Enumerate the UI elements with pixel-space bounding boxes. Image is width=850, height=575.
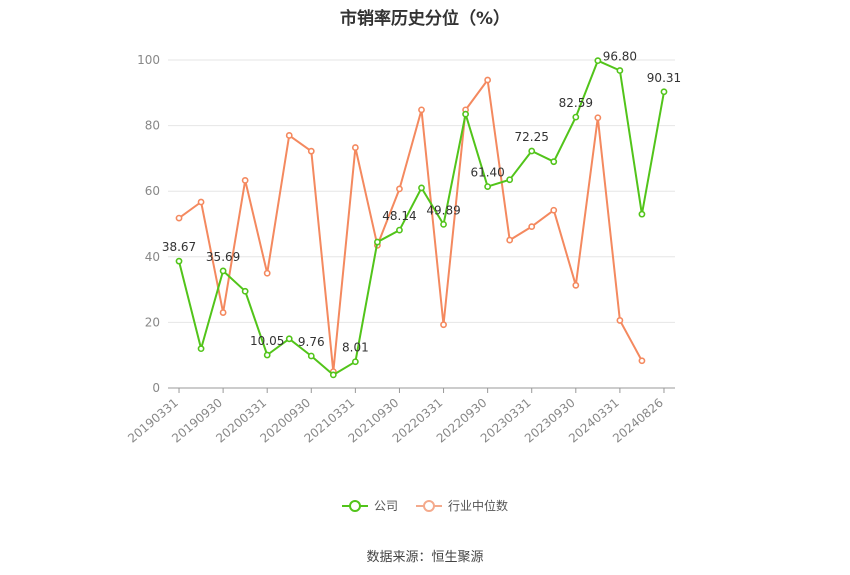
data-label: 90.31 (647, 71, 681, 85)
data-label: 10.05 (250, 334, 284, 348)
data-label: 35.69 (206, 250, 240, 264)
data-point-industry (616, 317, 624, 324)
data-point-industry (219, 309, 227, 316)
data-label-layer: 38.67 35.69 10.05 9.76 8.01 48.14 49.89 61.40 72… (162, 49, 681, 354)
data-point-company (506, 176, 514, 184)
legend-label-industry: 行业中位数 (448, 499, 509, 513)
data-point-industry (285, 132, 293, 139)
data-point-industry (418, 106, 425, 114)
data-label: 96.80 (603, 49, 637, 63)
data-label: 38.67 (162, 240, 196, 254)
series-line-industry (178, 79, 643, 373)
data-point-industry (638, 357, 646, 365)
chart-title: 市销率历史分位（%） (339, 9, 511, 29)
data-label: 8.01 (342, 341, 369, 355)
data-label: 82.59 (559, 96, 593, 110)
data-point-company (660, 88, 668, 96)
data-point-company (638, 210, 646, 218)
data-point-industry (351, 144, 359, 151)
legend-swatch-company (341, 499, 368, 513)
data-point-industry (175, 214, 183, 222)
data-point-company (307, 352, 315, 360)
data-point-company (594, 57, 602, 65)
y-tick-label: 0 (152, 381, 160, 395)
y-tick-label: 40 (145, 250, 160, 264)
legend-item-company[interactable]: 公司 (341, 497, 398, 514)
legend-label-company: 公司 (373, 499, 398, 513)
data-point-company (616, 67, 624, 74)
data-label: 48.14 (382, 209, 416, 223)
y-tick-label: 60 (145, 184, 160, 198)
data-point-industry (484, 76, 492, 84)
y-tick-label: 80 (145, 119, 160, 133)
data-point-company (550, 158, 558, 166)
data-label: 72.25 (515, 130, 549, 144)
y-tick-label: 100 (137, 53, 160, 67)
data-label: 49.89 (426, 203, 460, 217)
data-point-industry (550, 206, 558, 214)
data-point-company (219, 267, 227, 275)
data-point-industry (594, 114, 602, 122)
data-point-industry (440, 321, 447, 329)
data-point-industry (572, 281, 580, 289)
data-point-industry (197, 198, 205, 206)
data-point-company (263, 351, 271, 359)
data-point-industry (528, 223, 536, 231)
data-point-industry (241, 176, 249, 184)
data-point-industry (307, 147, 315, 155)
data-label: 61.40 (470, 166, 504, 180)
data-point-industry (263, 269, 271, 277)
data-point-industry (506, 236, 514, 244)
data-point-company (484, 183, 492, 191)
data-point-company (329, 371, 337, 379)
legend: 公司 行业中位数 (0, 497, 850, 514)
data-point-company (175, 257, 183, 265)
data-point-company (285, 335, 293, 343)
y-tick-label: 20 (145, 315, 160, 329)
data-point-company (572, 113, 580, 121)
legend-item-industry[interactable]: 行业中位数 (416, 497, 508, 514)
source-note: 数据来源：恒生聚源 (366, 550, 484, 565)
data-point-company (418, 184, 425, 192)
data-point-company (462, 110, 469, 118)
data-point-company (528, 147, 536, 155)
data-point-company (197, 345, 205, 353)
legend-swatch-industry (416, 499, 442, 513)
data-point-company (396, 226, 403, 234)
data-point-company (351, 358, 359, 366)
data-point-company (440, 220, 447, 228)
data-point-industry (396, 185, 403, 193)
data-label: 9.76 (298, 335, 325, 349)
data-point-company (374, 238, 381, 246)
data-point-company (241, 287, 249, 295)
series-layer (175, 57, 668, 379)
